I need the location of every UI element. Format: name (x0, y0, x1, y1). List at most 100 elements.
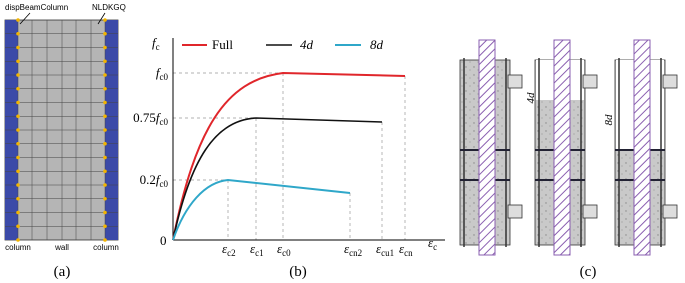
node (103, 73, 107, 77)
subscript: cu1 (381, 248, 394, 258)
rebar (478, 39, 496, 256)
node (103, 224, 107, 229)
subscript: c0 (160, 179, 169, 189)
legend-label: Full (212, 37, 233, 52)
node (103, 169, 107, 174)
label-dispbeamcolumn: dispBeamColumn (5, 3, 68, 12)
label-column: column (93, 243, 119, 252)
tab (507, 204, 523, 219)
panel-a: dispBeamColumn NLDKGQ column wall column… (4, 3, 126, 280)
label-nldkgq: NLDKGQ (92, 3, 126, 12)
panel-c: (c) 4d 8d (459, 39, 678, 280)
specimen (614, 39, 678, 256)
tab (662, 204, 678, 219)
symbol: ε (277, 241, 283, 256)
node (16, 224, 20, 229)
symbol: f (156, 172, 162, 187)
dimension-4d: 4d (525, 92, 537, 104)
node (16, 141, 20, 146)
rebar (633, 39, 651, 256)
subscript: c0 (160, 72, 169, 82)
tab (582, 74, 598, 89)
symbol: ε (222, 241, 228, 256)
x-label: εcn (399, 241, 413, 258)
node (16, 59, 20, 64)
node (16, 196, 20, 201)
panel-label: (a) (54, 264, 71, 280)
nodes (16, 18, 107, 242)
x-label: εc0 (277, 241, 291, 258)
node (16, 31, 20, 36)
label-column: column (5, 243, 31, 252)
node (16, 100, 20, 105)
mesh-lines (5, 20, 118, 240)
x-label: εc1 (250, 241, 264, 258)
symbol: ε (376, 241, 382, 256)
symbol: f (156, 110, 162, 125)
curve-full (172, 71, 406, 241)
node (103, 31, 107, 36)
node (16, 155, 20, 160)
subscript: c2 (227, 248, 236, 258)
y-label: 0.2fc0 (140, 172, 169, 189)
subscript: c0 (160, 117, 169, 127)
node (16, 114, 20, 119)
subscript: c0 (282, 248, 291, 258)
symbol: ε (250, 241, 256, 256)
node (16, 86, 20, 91)
guide-lines (173, 72, 406, 240)
legend-label: 8d (370, 37, 384, 52)
y-label: 0.75fc0 (133, 110, 168, 127)
symbol: ε (399, 241, 405, 256)
node (16, 45, 20, 50)
y-axis-label: fc (152, 35, 160, 52)
dimension-8d: 8d (603, 114, 615, 126)
node (103, 18, 107, 22)
node (103, 100, 107, 105)
origin-label: 0 (160, 233, 167, 248)
prefix: 0.75 (133, 110, 156, 125)
x-label: εc2 (222, 241, 236, 258)
node (103, 114, 107, 119)
x-label: εcn2 (344, 241, 362, 258)
node (16, 73, 20, 77)
node (16, 183, 20, 187)
specimen (459, 39, 523, 256)
panel-label: (b) (289, 264, 307, 280)
tab (662, 74, 678, 89)
node (103, 183, 107, 187)
tab (582, 204, 598, 219)
panel-label: (c) (580, 264, 597, 280)
node (103, 238, 107, 242)
rebar (553, 39, 571, 256)
node (103, 128, 107, 132)
node (16, 238, 20, 242)
pointer (97, 12, 106, 25)
pointer (19, 12, 31, 25)
node (16, 18, 20, 22)
node (16, 210, 20, 215)
curve-8d (172, 178, 351, 241)
node (103, 196, 107, 201)
x-label: εcu1 (376, 241, 394, 258)
node (16, 169, 20, 174)
node (103, 155, 107, 160)
subscript: cn2 (349, 248, 362, 258)
subscript: cn (404, 248, 413, 258)
node (103, 86, 107, 91)
node (103, 210, 107, 215)
specimen (534, 39, 598, 256)
node (103, 45, 107, 50)
legend-label: 4d (300, 37, 314, 52)
node (103, 141, 107, 146)
subscript: c1 (255, 248, 264, 258)
symbol: ε (344, 241, 350, 256)
label-wall: wall (54, 243, 69, 252)
symbol: f (156, 65, 162, 80)
curve-4d (172, 117, 383, 241)
tab (507, 74, 523, 89)
x-axis-label: εc (428, 235, 437, 252)
prefix: 0.2 (140, 172, 156, 187)
